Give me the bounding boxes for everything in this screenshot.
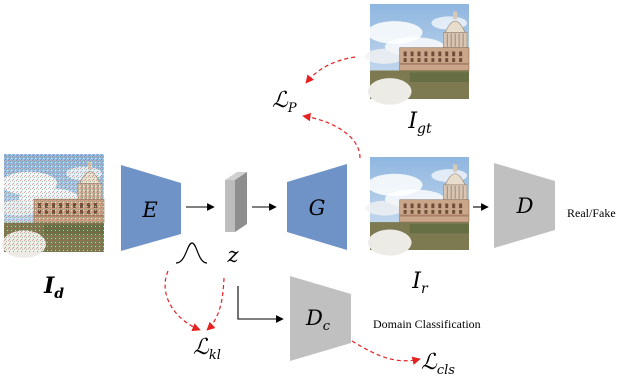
arrow-dc-to-lcls [351, 340, 421, 365]
loss-arrows [164, 56, 421, 365]
kl-loss-label: ℒkl [193, 335, 221, 363]
cls-loss-label: ℒcls [421, 350, 455, 378]
perceptual-loss-label: ℒP [272, 88, 297, 116]
domain-classifier-block [290, 276, 351, 361]
arrow-gaussian-to-lkl [164, 270, 201, 332]
latent-vector-z [225, 172, 247, 232]
encoder-block [121, 165, 181, 251]
flow-arrows [186, 203, 489, 323]
groundtruth-image [364, 3, 470, 106]
latent-label: z [226, 243, 239, 267]
restored-image [364, 156, 470, 257]
arrow-gt-to-lp [305, 56, 356, 84]
arrow-z-to-lkl [206, 277, 225, 331]
encoder-label: E [141, 198, 157, 222]
domain-classifier-label: Dc [305, 306, 331, 334]
discriminator-block [494, 163, 555, 248]
degraded-input-image [0, 153, 105, 259]
arrow-restored-to-lp [302, 112, 361, 159]
generator-block [287, 164, 347, 250]
domain-classification-caption: Domain Classification [373, 317, 481, 331]
real-fake-caption: Real/Fake [567, 206, 616, 220]
gaussian-curve-icon [175, 242, 208, 264]
generator-label: G [309, 196, 326, 220]
restored-label: Ir [411, 269, 429, 297]
discriminator-label: D [516, 194, 534, 218]
degraded-input-label: Id [43, 273, 64, 302]
arrow-z-to-domain-classifier [237, 286, 284, 323]
groundtruth-label: Igt [407, 109, 432, 137]
